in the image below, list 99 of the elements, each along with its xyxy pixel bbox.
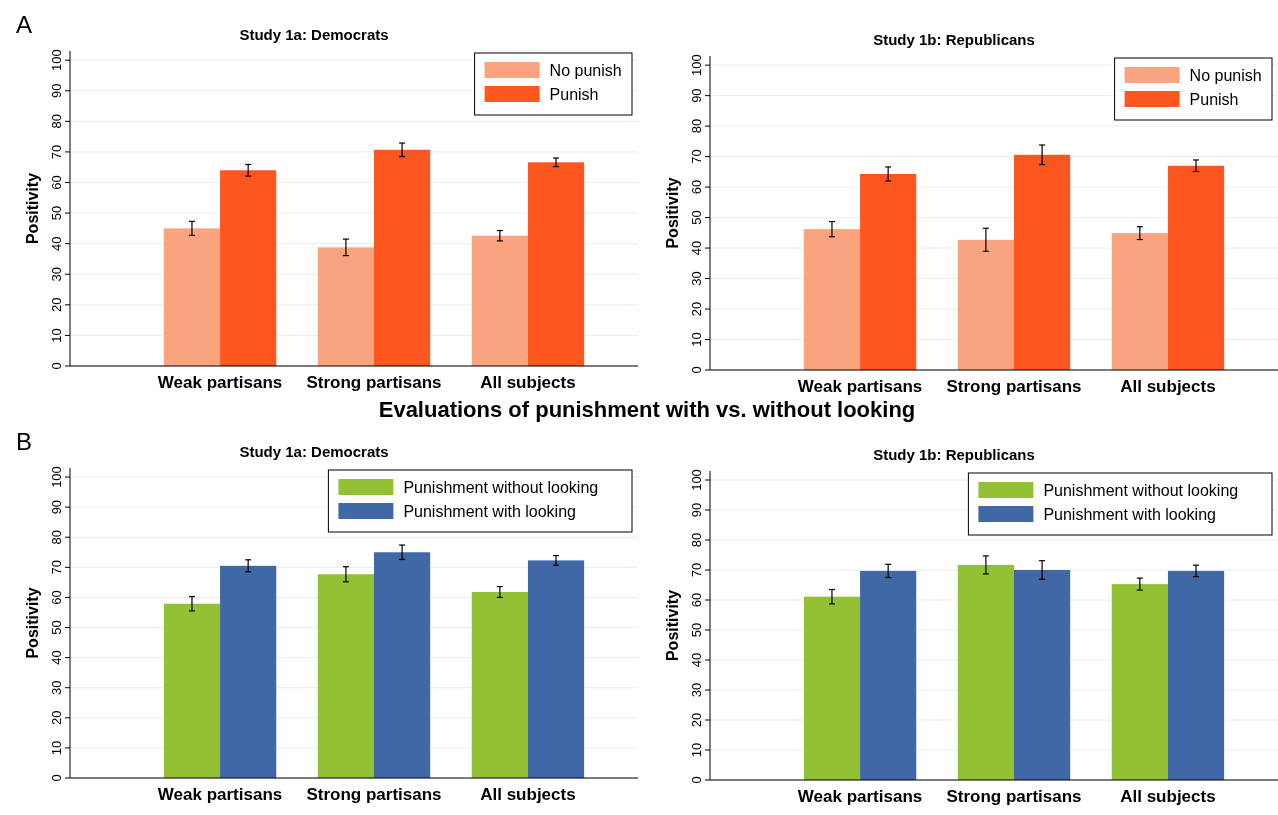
y-axis-title: Positivity (24, 172, 41, 245)
y-tick-label: 90 (689, 502, 704, 518)
y-tick-label: 20 (49, 297, 64, 313)
legend-label: Punish (549, 86, 599, 103)
bar (1167, 165, 1225, 370)
legend-label: Punishment without looking (403, 479, 599, 496)
y-tick-label: 0 (689, 366, 704, 374)
bar (1167, 570, 1225, 780)
bar (1014, 154, 1071, 370)
y-tick-label: 30 (49, 267, 64, 282)
bar (374, 552, 431, 778)
y-tick-label: 90 (689, 88, 704, 103)
y-tick-label: 40 (49, 650, 64, 665)
x-tick-label: All subjects (1120, 377, 1216, 396)
y-tick-label: 20 (49, 710, 64, 726)
x-tick-label: All subjects (1120, 787, 1216, 806)
x-tick-label: Weak partisans (797, 377, 923, 396)
bar (220, 170, 277, 366)
bar (860, 173, 917, 370)
y-tick-label: 70 (49, 144, 64, 160)
x-tick-label: Strong partisans (946, 787, 1082, 806)
bar (957, 564, 1014, 780)
bar (527, 560, 585, 778)
y-tick-label: 30 (689, 271, 704, 286)
bar (1111, 584, 1168, 780)
x-tick-label: Weak partisans (157, 785, 283, 804)
y-tick-label: 50 (49, 620, 64, 635)
legend-label: Punishment with looking (403, 503, 576, 520)
y-tick-label: 60 (689, 592, 704, 608)
y-axis-title: Positivity (664, 589, 681, 662)
chart-title: Study 1a: Democrats (239, 443, 389, 460)
y-tick-label: 30 (49, 680, 64, 695)
bar (163, 228, 221, 366)
y-axis-title: Positivity (664, 177, 681, 249)
y-tick-label: 70 (49, 560, 64, 575)
y-tick-label: 20 (689, 301, 704, 317)
legend-label: Punishment without looking (1043, 482, 1239, 499)
y-tick-label: 60 (689, 179, 704, 195)
chart-title: Study 1b: Republicans (873, 446, 1035, 463)
bar (163, 603, 221, 778)
y-tick-label: 10 (689, 742, 704, 758)
y-tick-label: 80 (689, 118, 704, 134)
legend-label: Punishment with looking (1043, 506, 1216, 523)
bar (317, 247, 374, 366)
y-tick-label: 10 (49, 328, 64, 343)
bar (803, 229, 861, 370)
y-tick-label: 100 (49, 466, 64, 488)
bar (220, 565, 277, 778)
y-tick-label: 100 (689, 54, 704, 76)
bar (803, 596, 861, 780)
y-tick-label: 30 (689, 682, 704, 698)
bar (1014, 570, 1071, 780)
x-tick-label: All subjects (480, 373, 576, 392)
y-tick-label: 80 (689, 532, 704, 548)
y-tick-label: 60 (49, 590, 64, 605)
x-tick-label: Strong partisans (946, 377, 1082, 396)
y-tick-label: 50 (49, 205, 64, 221)
bar (957, 239, 1014, 370)
bar (471, 592, 528, 778)
text: Evaluations of punishment with vs. without looking (378, 397, 916, 422)
y-tick-label: 40 (49, 236, 64, 251)
y-tick-label: 50 (689, 622, 704, 638)
bar (471, 235, 528, 366)
legend-label: No punish (549, 62, 622, 79)
text: B (16, 428, 33, 455)
bar (1111, 233, 1168, 370)
chart-title: Study 1b: Republicans (873, 31, 1035, 48)
legend-label: Punish (1189, 91, 1239, 108)
bar (374, 149, 431, 366)
y-tick-label: 0 (689, 776, 704, 784)
y-tick-label: 40 (689, 652, 704, 668)
y-tick-label: 80 (49, 529, 64, 545)
y-tick-label: 70 (689, 149, 704, 164)
y-tick-label: 10 (689, 332, 704, 347)
y-tick-label: 90 (49, 499, 64, 515)
x-tick-label: Weak partisans (157, 373, 283, 392)
y-tick-label: 70 (689, 562, 704, 578)
y-tick-label: 10 (49, 740, 64, 756)
x-tick-label: Strong partisans (306, 785, 442, 804)
bar (860, 570, 917, 780)
x-tick-label: All subjects (480, 785, 576, 804)
y-tick-label: 100 (689, 469, 704, 491)
text: A (16, 11, 33, 38)
y-tick-label: 0 (49, 774, 64, 782)
x-tick-label: Strong partisans (306, 373, 442, 392)
y-tick-label: 40 (689, 240, 704, 256)
y-tick-label: 50 (689, 210, 704, 225)
legend-label: No punish (1189, 67, 1262, 84)
bar (317, 574, 374, 778)
y-tick-label: 90 (49, 83, 64, 98)
y-axis-title: Positivity (24, 587, 41, 659)
y-tick-label: 20 (689, 712, 704, 728)
y-tick-label: 80 (49, 114, 64, 129)
y-tick-label: 0 (49, 362, 64, 370)
y-tick-label: 60 (49, 175, 64, 190)
y-tick-label: 100 (49, 49, 64, 72)
bar (527, 162, 585, 366)
x-tick-label: Weak partisans (797, 787, 923, 806)
chart-title: Study 1a: Democrats (239, 26, 389, 43)
